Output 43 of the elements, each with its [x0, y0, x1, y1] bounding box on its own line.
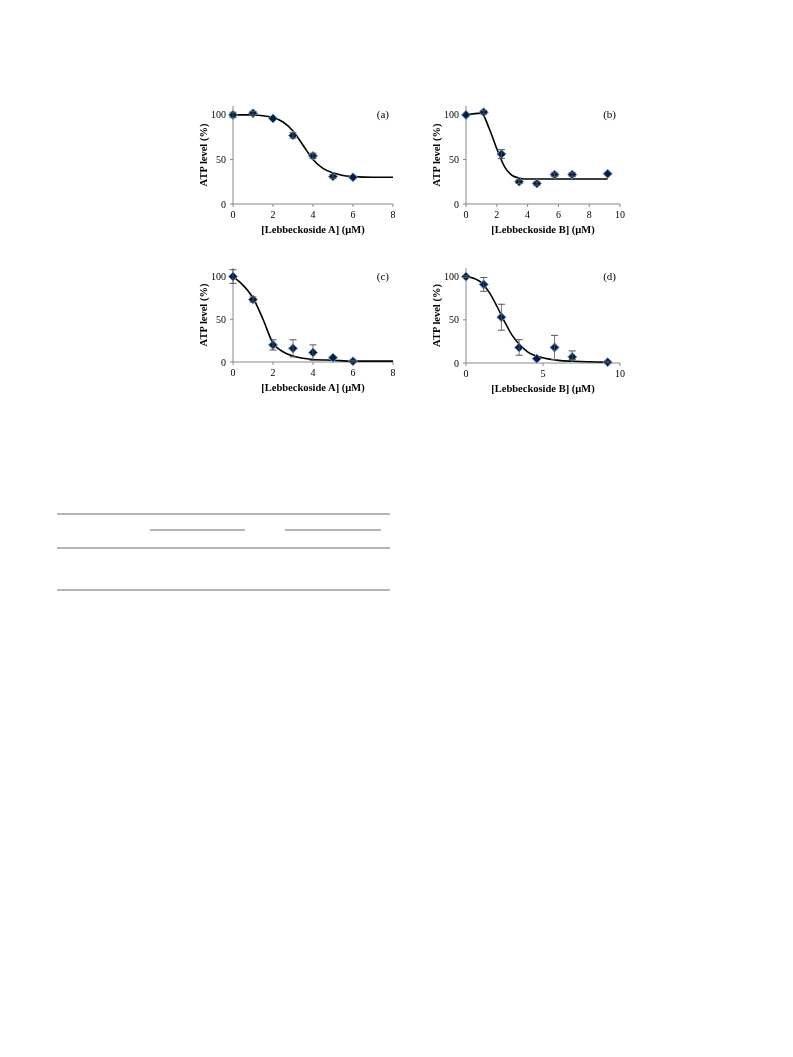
- x-tick-label: 5: [540, 368, 546, 379]
- x-tick-label: 0: [230, 209, 236, 220]
- x-axis-title: [Lebbeckoside B] (µM): [491, 224, 596, 236]
- y-tick-label: 50: [449, 314, 459, 326]
- y-tick-label: 0: [221, 356, 226, 368]
- x-tick-label: 0: [463, 209, 469, 220]
- x-tick-label: 8: [390, 367, 396, 378]
- y-tick-label: 0: [454, 357, 459, 369]
- y-axis-title: ATP level (%): [431, 123, 443, 187]
- annotation: (d): [603, 270, 617, 283]
- y-tick-label: 0: [221, 198, 226, 210]
- annotation: (b): [603, 108, 617, 121]
- x-tick-label: 4: [310, 209, 316, 220]
- y-tick-label: 50: [449, 153, 459, 165]
- x-tick-label: 2: [494, 209, 500, 220]
- y-tick-label: 50: [216, 153, 226, 165]
- x-tick-label: 8: [586, 209, 592, 220]
- x-axis-title: [Lebbeckoside A] (µM): [261, 382, 366, 394]
- y-tick-label: 50: [216, 313, 226, 325]
- x-tick-label: 6: [350, 367, 356, 378]
- y-tick-label: 0: [454, 198, 459, 210]
- x-axis-title: [Lebbeckoside B] (µM): [491, 383, 596, 395]
- x-tick-label: 0: [230, 367, 236, 378]
- x-axis-title: [Lebbeckoside A] (µM): [261, 224, 366, 236]
- x-tick-label: 4: [310, 367, 316, 378]
- x-tick-label: 8: [390, 209, 396, 220]
- y-axis-title: ATP level (%): [431, 283, 443, 347]
- y-axis-title: ATP level (%): [198, 123, 210, 187]
- y-tick-label: 100: [444, 109, 459, 121]
- x-tick-label: 6: [350, 209, 356, 220]
- y-axis-title: ATP level (%): [198, 283, 210, 347]
- x-tick-label: 2: [270, 367, 276, 378]
- x-tick-label: 0: [463, 368, 469, 379]
- y-tick-label: 100: [211, 271, 226, 283]
- x-tick-label: 4: [525, 209, 531, 220]
- annotation: (a): [376, 108, 390, 121]
- x-tick-label: 10: [615, 209, 625, 220]
- x-tick-label: 6: [555, 209, 561, 220]
- x-tick-label: 2: [270, 209, 276, 220]
- y-tick-label: 100: [444, 271, 459, 283]
- x-tick-label: 10: [615, 368, 625, 379]
- annotation: (c): [376, 270, 390, 283]
- y-tick-label: 100: [211, 109, 226, 121]
